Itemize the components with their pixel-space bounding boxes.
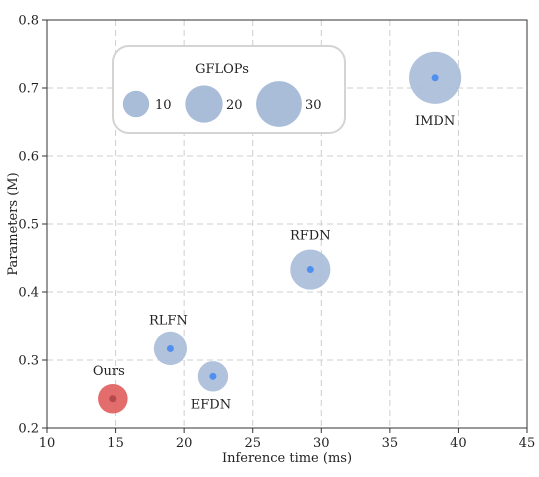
y-tick-label: 0.3: [18, 354, 39, 369]
legend-title: GFLOPs: [195, 62, 249, 77]
legend-entry: 20: [185, 85, 243, 123]
point-rlfn: RLFN: [149, 313, 188, 366]
axis-ticks: 10 15 20 25 30 35 40 45 0.2 0.3 0.4 0.5 0.6 0.7 0.8: [18, 14, 535, 452]
y-tick-label: 0.8: [18, 14, 39, 29]
point-label: RLFN: [149, 313, 188, 328]
x-tick-label: 20: [176, 436, 193, 451]
legend-bubble: [122, 90, 150, 118]
point-label: RFDN: [290, 229, 331, 244]
bubble-center-dot: [109, 395, 117, 403]
x-tick-label: 30: [313, 436, 330, 451]
point-label: Ours: [93, 364, 125, 379]
y-tick-label: 0.6: [18, 150, 39, 165]
bubble-center-dot: [306, 266, 314, 274]
x-tick-label: 35: [382, 436, 399, 451]
y-tick-label: 0.5: [18, 218, 39, 233]
legend-label: 20: [226, 98, 243, 113]
legend-entry: 10: [122, 90, 172, 118]
x-axis-title: Inference time (ms): [222, 451, 352, 466]
bubble-center-dot: [209, 372, 217, 380]
y-tick-label: 0.4: [18, 286, 39, 301]
bubble-center-dot: [431, 74, 439, 82]
legend: GFLOPs 10 20 30: [112, 45, 346, 134]
y-axis-title: Parameters (M): [6, 172, 21, 275]
data-points: Ours RLFN EFDN RFDN IMDN: [93, 51, 462, 414]
x-tick-label: 10: [39, 436, 56, 451]
legend-bubble: [185, 85, 223, 123]
point-ours: Ours: [93, 364, 128, 414]
x-tick-label: 45: [519, 436, 536, 451]
y-tick-label: 0.2: [18, 422, 39, 437]
point-label: IMDN: [415, 114, 455, 129]
point-label: EFDN: [191, 397, 231, 412]
x-tick-label: 40: [450, 436, 467, 451]
legend-bubble: [256, 81, 302, 127]
legend-box: [112, 45, 346, 134]
point-imdn: IMDN: [409, 51, 462, 129]
bubble-center-dot: [166, 344, 174, 352]
x-tick-label: 15: [107, 436, 124, 451]
legend-label: 10: [155, 98, 172, 113]
point-rfdn: RFDN: [290, 229, 331, 290]
y-tick-label: 0.7: [18, 82, 39, 97]
x-tick-label: 25: [244, 436, 261, 451]
point-efdn: EFDN: [191, 361, 231, 412]
legend-label: 30: [305, 98, 322, 113]
legend-entry: 30: [256, 81, 322, 127]
